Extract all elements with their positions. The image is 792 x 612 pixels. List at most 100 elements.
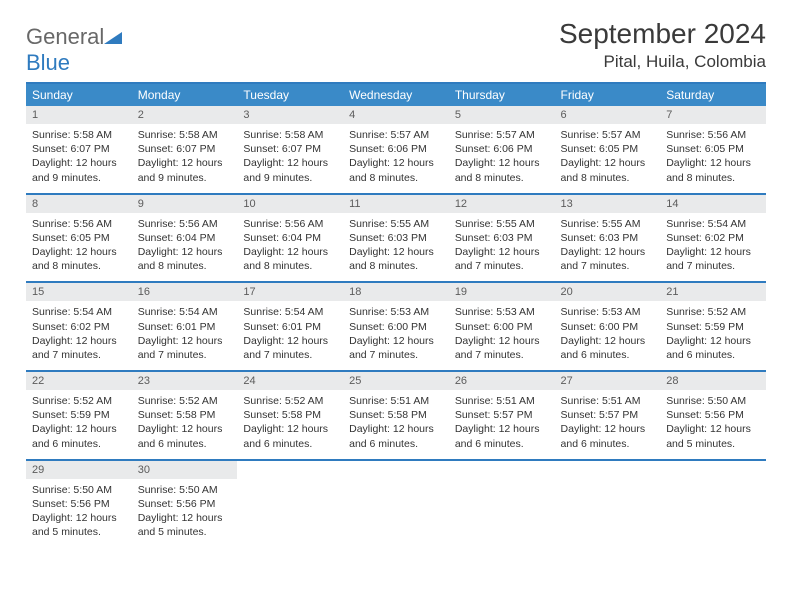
day-content-cell: Sunrise: 5:54 AMSunset: 6:01 PMDaylight:… (237, 301, 343, 370)
day-content-cell: Sunrise: 5:58 AMSunset: 6:07 PMDaylight:… (132, 124, 238, 193)
daylight-text: Daylight: 12 hours and 8 minutes. (138, 245, 232, 273)
sunrise-text: Sunrise: 5:50 AM (138, 483, 232, 497)
daylight-text: Daylight: 12 hours and 7 minutes. (243, 334, 337, 362)
day-number-cell: 26 (449, 372, 555, 390)
day-content-cell: Sunrise: 5:50 AMSunset: 5:56 PMDaylight:… (132, 479, 238, 548)
daylight-text: Daylight: 12 hours and 6 minutes. (561, 334, 655, 362)
logo-part2: Blue (26, 50, 70, 75)
daylight-text: Daylight: 12 hours and 7 minutes. (349, 334, 443, 362)
day-content-cell: Sunrise: 5:51 AMSunset: 5:57 PMDaylight:… (555, 390, 661, 459)
header: General Blue September 2024 Pital, Huila… (26, 18, 766, 76)
day-content-row: Sunrise: 5:56 AMSunset: 6:05 PM Daylight:… (26, 213, 766, 282)
sunrise-text: Sunrise: 5:57 AM (349, 128, 443, 142)
day-number-cell: 7 (660, 106, 766, 124)
sunset-text: Sunset: 6:06 PM (349, 142, 443, 156)
sunset-text: Sunset: 6:02 PM (666, 231, 760, 245)
day-number-cell: 13 (555, 195, 661, 213)
day-number-row: 2930 (26, 461, 766, 479)
sunset-text: Sunset: 6:01 PM (138, 320, 232, 334)
daylight-text: Daylight: 12 hours and 6 minutes. (349, 422, 443, 450)
day-content-cell: Sunrise: 5:50 AMSunset: 5:56 PMDaylight:… (660, 390, 766, 459)
sunrise-text: Sunrise: 5:52 AM (32, 394, 126, 408)
sunset-text: Sunset: 6:02 PM (32, 320, 126, 334)
day-number-cell: 14 (660, 195, 766, 213)
day-number-cell (555, 461, 661, 479)
location: Pital, Huila, Colombia (559, 52, 766, 72)
day-content-cell: Sunrise: 5:57 AMSunset: 6:05 PMDaylight:… (555, 124, 661, 193)
day-content-cell: Sunrise: 5:51 AMSunset: 5:58 PMDaylight:… (343, 390, 449, 459)
daylight-text: Daylight: 12 hours and 6 minutes. (666, 334, 760, 362)
sunset-text: Sunset: 5:59 PM (32, 408, 126, 422)
day-content-cell (555, 479, 661, 548)
daylight-text: Daylight: 12 hours and 9 minutes. (138, 156, 232, 184)
day-content-cell: Sunrise: 5:52 AMSunset: 5:58 PMDaylight:… (237, 390, 343, 459)
sunrise-text: Sunrise: 5:54 AM (32, 305, 126, 319)
sunset-text: Sunset: 6:07 PM (32, 142, 126, 156)
day-number-cell: 11 (343, 195, 449, 213)
sunrise-text: Sunrise: 5:50 AM (32, 483, 126, 497)
day-content-cell: Sunrise: 5:55 AMSunset: 6:03 PMDaylight:… (449, 213, 555, 282)
day-content-cell (660, 479, 766, 548)
day-number-cell: 30 (132, 461, 238, 479)
month-title: September 2024 (559, 18, 766, 50)
daylight-text: Daylight: 12 hours and 8 minutes. (243, 245, 337, 273)
day-content-cell: Sunrise: 5:56 AMSunset: 6:04 PMDaylight:… (237, 213, 343, 282)
daylight-text: Daylight: 12 hours and 7 minutes. (561, 245, 655, 273)
day-number-cell: 20 (555, 283, 661, 301)
day-content-cell: Sunrise: 5:53 AMSunset: 6:00 PMDaylight:… (555, 301, 661, 370)
day-number-cell: 9 (132, 195, 238, 213)
daylight-text: Daylight: 12 hours and 8 minutes. (349, 245, 443, 273)
sunset-text: Sunset: 6:05 PM (32, 231, 126, 245)
day-number-cell: 10 (237, 195, 343, 213)
day-number-cell: 3 (237, 106, 343, 124)
logo-text: General Blue (26, 24, 122, 76)
day-content-cell (449, 479, 555, 548)
daylight-text: Daylight: 12 hours and 6 minutes. (138, 422, 232, 450)
day-number-cell: 23 (132, 372, 238, 390)
logo-part1: General (26, 24, 104, 49)
day-number-cell: 21 (660, 283, 766, 301)
day-content-cell: Sunrise: 5:51 AMSunset: 5:57 PMDaylight:… (449, 390, 555, 459)
day-content-cell: Sunrise: 5:57 AMSunset: 6:06 PMDaylight:… (343, 124, 449, 193)
sunset-text: Sunset: 5:57 PM (455, 408, 549, 422)
daylight-text: Daylight: 12 hours and 6 minutes. (32, 422, 126, 450)
day-number-cell: 28 (660, 372, 766, 390)
logo-triangle-icon (104, 24, 122, 38)
daylight-text: Daylight: 12 hours and 7 minutes. (138, 334, 232, 362)
daylight-text: Daylight: 12 hours and 6 minutes. (243, 422, 337, 450)
sunrise-text: Sunrise: 5:54 AM (243, 305, 337, 319)
day-number-cell: 8 (26, 195, 132, 213)
day-content-cell: Sunrise: 5:57 AMSunset: 6:06 PMDaylight:… (449, 124, 555, 193)
calendar-table: SundayMondayTuesdayWednesdayThursdayFrid… (26, 84, 766, 547)
day-number-cell: 15 (26, 283, 132, 301)
day-content-cell: Sunrise: 5:58 AMSunset: 6:07 PMDaylight:… (237, 124, 343, 193)
day-number-cell: 1 (26, 106, 132, 124)
sunrise-text: Sunrise: 5:54 AM (666, 217, 760, 231)
sunrise-text: Sunrise: 5:53 AM (455, 305, 549, 319)
daylight-text: Daylight: 12 hours and 8 minutes. (561, 156, 655, 184)
day-number-cell (343, 461, 449, 479)
day-content-row: Sunrise: 5:52 AMSunset: 5:59 PMDaylight:… (26, 390, 766, 459)
day-header-cell: Saturday (660, 84, 766, 106)
day-header-cell: Thursday (449, 84, 555, 106)
sunset-text: Sunset: 6:00 PM (349, 320, 443, 334)
sunrise-text: Sunrise: 5:57 AM (455, 128, 549, 142)
day-number-cell (237, 461, 343, 479)
daylight-text: Daylight: 12 hours and 6 minutes. (455, 422, 549, 450)
day-content-cell: Sunrise: 5:53 AMSunset: 6:00 PMDaylight:… (343, 301, 449, 370)
daylight-text: Daylight: 12 hours and 8 minutes. (455, 156, 549, 184)
sunset-text: Sunset: 5:59 PM (666, 320, 760, 334)
day-content-row: Sunrise: 5:54 AMSunset: 6:02 PMDaylight:… (26, 301, 766, 370)
sunset-text: Sunset: 5:58 PM (138, 408, 232, 422)
sunset-text: Sunset: 6:05 PM (666, 142, 760, 156)
sunrise-text: Sunrise: 5:56 AM (32, 217, 126, 231)
day-content-cell: Sunrise: 5:58 AMSunset: 6:07 PMDaylight:… (26, 124, 132, 193)
day-number-cell: 25 (343, 372, 449, 390)
logo: General Blue (26, 24, 122, 76)
daylight-text: Daylight: 12 hours and 7 minutes. (455, 334, 549, 362)
day-number-cell: 2 (132, 106, 238, 124)
daylight-text: Daylight: 12 hours and 6 minutes. (561, 422, 655, 450)
sunrise-text: Sunrise: 5:53 AM (349, 305, 443, 319)
day-content-cell: Sunrise: 5:52 AMSunset: 5:58 PMDaylight:… (132, 390, 238, 459)
day-content-cell: Sunrise: 5:54 AMSunset: 6:02 PMDaylight:… (26, 301, 132, 370)
